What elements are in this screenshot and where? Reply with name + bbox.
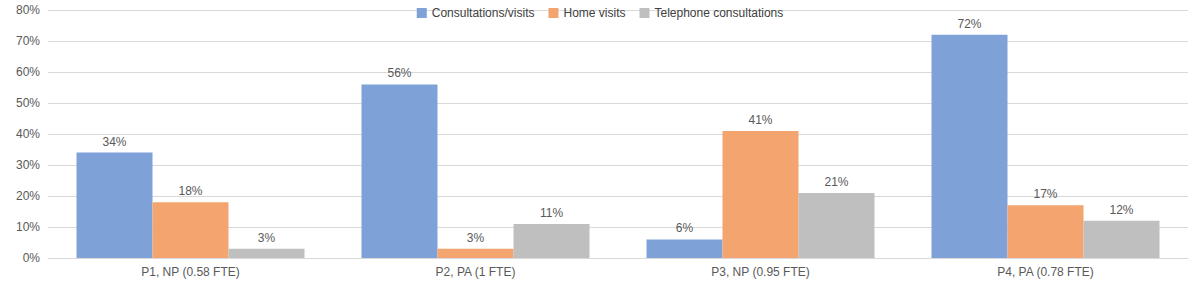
- svg-text:P3, NP (0.95 FTE): P3, NP (0.95 FTE): [711, 265, 809, 279]
- svg-text:Home visits: Home visits: [563, 6, 625, 20]
- svg-text:20%: 20%: [16, 189, 40, 203]
- svg-text:6%: 6%: [676, 221, 694, 235]
- svg-text:17%: 17%: [1033, 187, 1057, 201]
- svg-text:40%: 40%: [16, 127, 40, 141]
- svg-text:80%: 80%: [16, 3, 40, 17]
- svg-text:50%: 50%: [16, 96, 40, 110]
- svg-text:60%: 60%: [16, 65, 40, 79]
- svg-text:41%: 41%: [748, 113, 772, 127]
- svg-text:21%: 21%: [824, 175, 848, 189]
- svg-text:P4, PA (0.78 FTE): P4, PA (0.78 FTE): [997, 265, 1093, 279]
- svg-text:72%: 72%: [957, 17, 981, 31]
- svg-text:P1, NP (0.58 FTE): P1, NP (0.58 FTE): [141, 265, 239, 279]
- svg-text:70%: 70%: [16, 34, 40, 48]
- svg-text:3%: 3%: [258, 231, 276, 245]
- svg-text:12%: 12%: [1109, 203, 1133, 217]
- svg-text:0%: 0%: [23, 251, 41, 265]
- svg-text:P2, PA (1 FTE): P2, PA (1 FTE): [436, 265, 516, 279]
- svg-text:30%: 30%: [16, 158, 40, 172]
- svg-text:3%: 3%: [467, 231, 485, 245]
- svg-text:Telephone consultations: Telephone consultations: [654, 6, 783, 20]
- svg-text:34%: 34%: [102, 135, 126, 149]
- svg-text:10%: 10%: [16, 220, 40, 234]
- svg-text:18%: 18%: [178, 184, 202, 198]
- svg-text:11%: 11%: [540, 206, 563, 220]
- svg-text:56%: 56%: [387, 66, 411, 80]
- svg-text:Consultations/visits: Consultations/visits: [432, 6, 535, 20]
